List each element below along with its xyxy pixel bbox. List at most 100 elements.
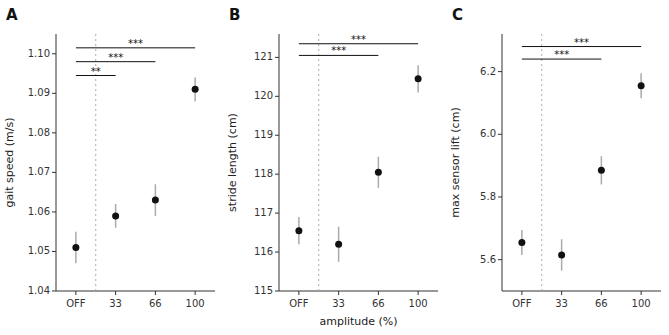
x-tick: [561, 291, 562, 295]
x-tick-label: 66: [372, 298, 385, 309]
y-tick: [52, 53, 56, 54]
y-tick-label: 5.6: [480, 254, 496, 265]
y-tick: [52, 93, 56, 94]
x-tick-label: OFF: [66, 298, 86, 309]
x-axis-line: [56, 291, 215, 292]
point: [152, 197, 159, 204]
y-tick-label: 117: [254, 207, 273, 218]
y-axis-label: stride length (cm): [226, 113, 239, 212]
x-tick: [75, 291, 76, 295]
y-tick-label: 116: [254, 246, 273, 257]
y-tick-label: 1.09: [28, 87, 50, 98]
y-axis-label: gait speed (m/s): [3, 117, 16, 207]
y-tick: [52, 132, 56, 133]
significance-label: ***: [574, 37, 589, 48]
panel-label: C: [452, 6, 463, 24]
point: [192, 86, 199, 93]
panel-label: A: [6, 6, 18, 24]
panel: 115 116 117 118 119 120 121 OFF 33 66 100 stride le…: [226, 6, 438, 328]
point: [415, 75, 422, 82]
plot-area: [72, 34, 198, 291]
y-tick-label: 118: [254, 168, 273, 179]
x-tick-label: 33: [332, 298, 345, 309]
y-tick: [52, 172, 56, 173]
x-axis-label: amplitude (%): [319, 315, 397, 328]
x-tick: [338, 291, 339, 295]
significance-label: ***: [331, 45, 346, 56]
y-axis-label: max sensor lift (cm): [449, 107, 462, 217]
panel: 1.04 1.05 1.06 1.07 1.08 1.09 1.10 OFF 33 66 100 ga…: [3, 6, 215, 309]
point: [375, 169, 382, 176]
significance-label: ***: [554, 49, 569, 60]
x-tick: [155, 291, 156, 295]
y-tick-label: 115: [254, 285, 273, 296]
y-tick-label: 119: [254, 129, 273, 140]
y-tick: [275, 135, 279, 136]
x-tick-label: OFF: [512, 298, 532, 309]
y-tick-label: 6.0: [480, 128, 496, 139]
y-tick: [52, 251, 56, 252]
x-tick: [115, 291, 116, 295]
significance-label: **: [91, 66, 101, 77]
x-tick-label: 33: [555, 298, 568, 309]
y-tick: [275, 57, 279, 58]
divider: [541, 34, 542, 291]
y-tick-label: 120: [254, 90, 273, 101]
significance-label: ***: [128, 38, 143, 49]
y-tick-label: 1.05: [28, 245, 50, 256]
point: [335, 241, 342, 248]
y-tick: [498, 71, 502, 72]
x-tick-label: 100: [632, 298, 651, 309]
y-tick: [275, 291, 279, 292]
y-tick: [498, 196, 502, 197]
y-tick-label: 1.07: [28, 166, 50, 177]
y-tick: [275, 174, 279, 175]
x-tick-label: 33: [109, 298, 122, 309]
y-tick-label: 6.2: [480, 66, 496, 77]
point: [598, 167, 605, 174]
x-tick: [601, 291, 602, 295]
x-tick: [378, 291, 379, 295]
x-tick: [195, 291, 196, 295]
y-tick: [52, 211, 56, 212]
x-tick: [298, 291, 299, 295]
y-tick: [498, 259, 502, 260]
point: [295, 227, 302, 234]
point: [638, 82, 645, 89]
y-tick-label: 1.08: [28, 127, 50, 138]
y-axis-line: [502, 34, 503, 291]
y-tick-label: 1.06: [28, 206, 50, 217]
plot-area: [518, 34, 644, 291]
x-tick-label: 66: [149, 298, 162, 309]
x-tick-label: OFF: [289, 298, 309, 309]
point: [558, 251, 565, 258]
significance-label: ***: [351, 34, 366, 45]
point: [518, 239, 525, 246]
y-tick-label: 5.8: [480, 191, 496, 202]
y-tick: [52, 291, 56, 292]
x-tick: [418, 291, 419, 295]
significance-label: ***: [108, 52, 123, 63]
plot-area: [295, 34, 421, 291]
figure: 1.04 1.05 1.06 1.07 1.08 1.09 1.10 OFF 33 66 100 ga…: [0, 0, 669, 335]
x-axis-line: [502, 291, 661, 292]
y-tick-label: 1.10: [28, 48, 50, 59]
x-tick: [641, 291, 642, 295]
x-axis-line: [279, 291, 438, 292]
x-tick-label: 66: [595, 298, 608, 309]
point: [72, 244, 79, 251]
divider: [318, 34, 319, 291]
x-tick-label: 100: [409, 298, 428, 309]
x-tick-label: 100: [186, 298, 205, 309]
y-axis-line: [56, 34, 57, 291]
y-tick-label: 1.04: [28, 285, 50, 296]
panel-label: B: [229, 6, 240, 24]
y-tick: [275, 252, 279, 253]
y-tick: [498, 134, 502, 135]
y-tick: [275, 213, 279, 214]
panel: 5.6 5.8 6.0 6.2 OFF 33 66 100 max sensor lift (c…: [449, 6, 661, 309]
y-tick-label: 121: [254, 51, 273, 62]
x-tick: [521, 291, 522, 295]
point: [112, 212, 119, 219]
y-tick: [275, 96, 279, 97]
